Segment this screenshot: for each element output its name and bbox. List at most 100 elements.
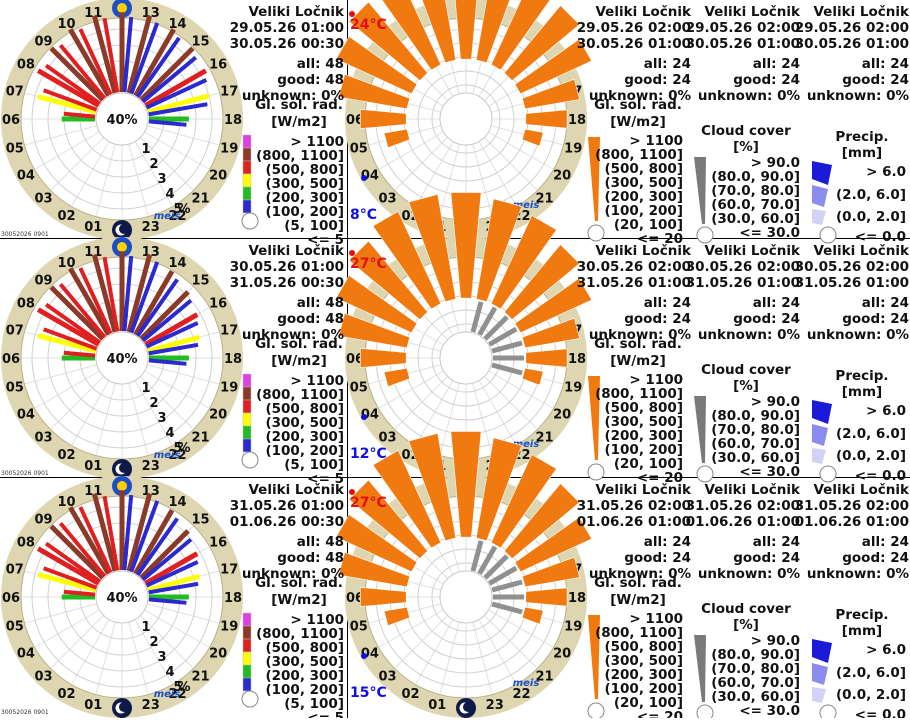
- legend-class: <= 0.0: [855, 707, 906, 718]
- hour-gridline: [25, 364, 98, 385]
- obs-bar: [129, 261, 160, 334]
- hour-gridline: [35, 370, 100, 409]
- legend-class: <= 20: [637, 470, 683, 486]
- obs-bar: [42, 327, 98, 351]
- obs-bar: [126, 15, 153, 94]
- forecast-rad-sector: [490, 215, 557, 310]
- hour-label: 15: [191, 513, 209, 528]
- ring-label: 2: [149, 635, 158, 650]
- legend-title: Gl. sol. rad.: [594, 336, 682, 352]
- hour-label: 06: [2, 113, 20, 128]
- legend-class: (30.0, 60.0]: [711, 689, 800, 705]
- legend-wedge: [812, 639, 832, 663]
- period-end: 01.06.26 01:00: [686, 514, 800, 530]
- period-end: 30.05.26 00:30: [230, 36, 344, 52]
- hour-label: 09: [34, 513, 52, 528]
- legend-unit: [W/m2]: [610, 592, 666, 608]
- hour-label: 10: [57, 17, 75, 32]
- legend-zero-marker: [819, 226, 837, 244]
- legend-swatch: [242, 373, 252, 388]
- count-unknown: unknown: 0%: [698, 327, 801, 343]
- forecast-rad-sector: [514, 516, 593, 573]
- obs-bar: [42, 88, 98, 112]
- hour-label: 05: [350, 381, 368, 396]
- inner-circle: [95, 570, 149, 624]
- hour-gridline: [488, 609, 553, 648]
- hour-gridline: [394, 376, 448, 430]
- legend-unit: [W/m2]: [271, 353, 327, 369]
- obs-bar: [139, 290, 190, 341]
- obs-bar: [49, 285, 105, 341]
- forecast-rad-sector: [381, 0, 442, 71]
- inner-circle: [439, 570, 493, 624]
- legend-unit: [mm]: [842, 145, 882, 161]
- count-unknown: unknown: 0%: [589, 566, 692, 582]
- hour-gridline: [439, 143, 460, 216]
- hour-gridline: [415, 141, 454, 206]
- legend-class: > 6.0: [866, 403, 906, 419]
- hour-gridline: [95, 621, 116, 694]
- count-all: all: 24: [862, 295, 909, 311]
- cloud-bar: [483, 554, 509, 580]
- hour-gridline: [35, 609, 100, 648]
- legend-class: (80.0, 90.0]: [711, 408, 800, 424]
- obs-bar: [148, 342, 199, 356]
- legend-class: (60.0, 70.0]: [711, 197, 800, 213]
- forecast-rad-sector: [338, 313, 411, 349]
- hour-label: 07: [6, 562, 24, 577]
- hour-label: 06: [346, 352, 364, 367]
- cloud-bar: [477, 306, 498, 336]
- hour-label: 23: [142, 459, 160, 474]
- period-start: 30.05.26 02:00: [686, 259, 800, 275]
- hour-label: 18: [224, 352, 242, 367]
- legend-swatch: [242, 438, 252, 453]
- legend-class: (20, 100]: [614, 695, 683, 711]
- obs-bar: [58, 521, 107, 578]
- hour-label: 23: [486, 698, 504, 713]
- hour-label: 19: [564, 620, 582, 635]
- legend-class: <= 30.0: [739, 703, 800, 718]
- period-end: 30.05.26 01:00: [686, 36, 800, 52]
- obs-bar: [122, 494, 134, 571]
- count-all: all: 24: [753, 56, 800, 72]
- moon-shadow: [119, 463, 129, 473]
- legend-wedge: [812, 687, 826, 703]
- count-good: good: 48: [277, 72, 344, 88]
- legend-class: (5, 100]: [284, 696, 344, 712]
- temp-min: 8°C: [350, 207, 377, 223]
- hour-gridline: [439, 621, 460, 694]
- hour-label: 22: [168, 209, 186, 224]
- forecast-rad-sector: [454, 0, 478, 60]
- hour-gridline: [146, 125, 219, 146]
- legend-class: (100, 200]: [604, 681, 683, 697]
- legend-class: (500, 800]: [604, 639, 683, 655]
- hour-gridline: [140, 376, 194, 430]
- period-start: 29.05.26 02:00: [577, 20, 691, 36]
- obs-bar: [37, 572, 97, 593]
- legend-title: Precip.: [835, 129, 888, 145]
- obs-bar: [129, 22, 160, 95]
- station-name: Veliki Ločnik: [248, 243, 345, 259]
- forecast-rad-sector: [490, 454, 557, 549]
- hour-label: 08: [17, 58, 35, 73]
- hour-gridline: [25, 603, 98, 624]
- count-unknown: unknown: 0%: [589, 88, 692, 104]
- count-unknown: unknown: 0%: [807, 566, 910, 582]
- legend-class: (60.0, 70.0]: [711, 436, 800, 452]
- obs-bar: [68, 28, 111, 97]
- inner-circle: [439, 331, 493, 385]
- forecast-rad-sector: [383, 606, 411, 627]
- hour-gridline: [478, 619, 517, 684]
- percent-center: 40%: [106, 352, 137, 367]
- hour-gridline: [472, 143, 493, 216]
- legend-unit: [mm]: [842, 384, 882, 400]
- legend-class: (300, 500]: [265, 176, 344, 192]
- timestamp-stamp: 30052026 0901: [1, 709, 49, 716]
- obs-bar: [44, 63, 102, 106]
- count-all: all: 24: [862, 534, 909, 550]
- legend-unit: [W/m2]: [271, 114, 327, 130]
- ring-label: 5: [173, 680, 182, 695]
- legend-unit: [mm]: [842, 623, 882, 639]
- forecast-rad-sector: [383, 367, 411, 388]
